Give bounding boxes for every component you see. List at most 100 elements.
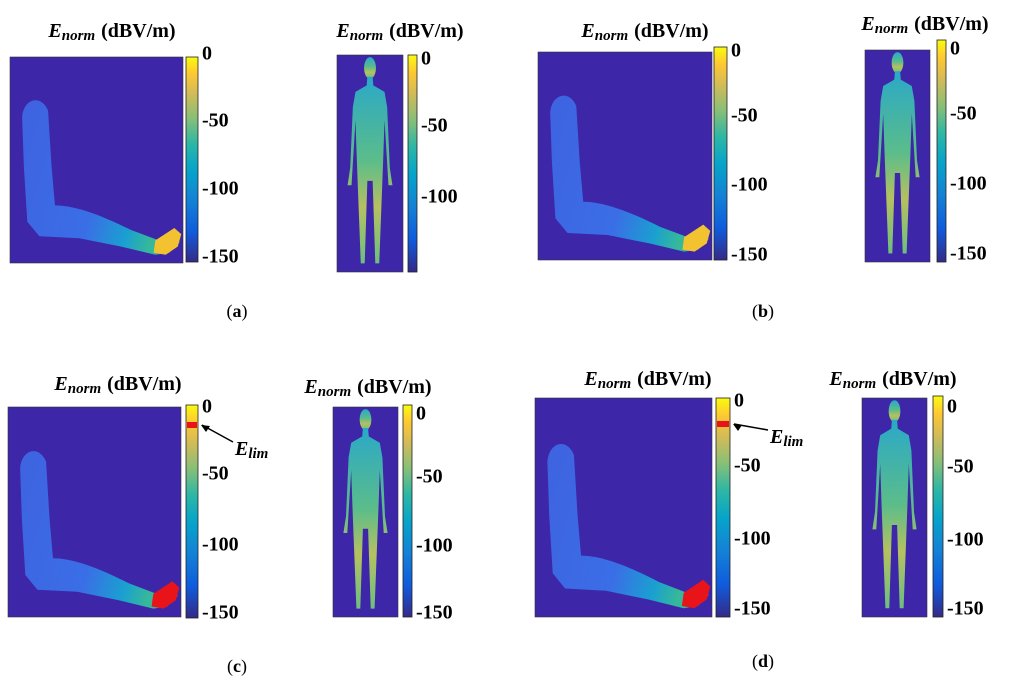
- colorbar-tick-label: -100: [202, 534, 239, 556]
- limit-symbol: E: [769, 426, 783, 448]
- colorbar-tick-label: -50: [416, 466, 443, 488]
- label-suffix: ): [768, 301, 774, 322]
- limit-symbol: E: [234, 438, 248, 460]
- panel-label: (c): [227, 656, 247, 677]
- body-model: [347, 57, 393, 264]
- colorbar-tick-label: -50: [731, 105, 758, 127]
- colorbar-tick-label: 0: [202, 396, 212, 418]
- title-subscript: norm: [598, 376, 631, 392]
- arrow-head: [733, 424, 742, 431]
- label-prefix: (: [227, 301, 233, 322]
- colorbar-tick-label: -100: [421, 186, 458, 208]
- label-suffix: ): [242, 301, 248, 322]
- colorbar: [715, 397, 731, 618]
- label-prefix: (: [227, 656, 233, 677]
- title-subscript: norm: [350, 28, 383, 44]
- panel-label: (a): [227, 301, 248, 322]
- body-shape: [875, 71, 920, 254]
- title-unit: (dBV/m): [357, 376, 431, 398]
- subfigure: Enorm (dBV/m) 0 -50 -100 -150 Elim: [7, 373, 268, 624]
- label-prefix: (: [752, 651, 758, 672]
- colorbar-tick-label: -50: [947, 456, 974, 478]
- label-letter: b: [758, 301, 768, 321]
- arm-shape: [550, 95, 709, 252]
- limit-subscript: lim: [783, 434, 803, 450]
- label-letter: c: [233, 656, 241, 676]
- title-subscript: norm: [68, 381, 101, 397]
- arm-model: [547, 443, 711, 609]
- colorbar-tick-label: -50: [202, 463, 229, 485]
- colorbar-tick-label: 0: [734, 390, 744, 412]
- title-subscript: norm: [595, 28, 628, 44]
- colorbar-tick-label: -50: [950, 103, 977, 125]
- colorbar-tick-label: 0: [202, 43, 212, 65]
- subfigure-title: Enorm (dBV/m): [580, 20, 708, 45]
- limit-label: Elim: [769, 426, 803, 451]
- subfigure-title: Enorm (dBV/m): [583, 368, 711, 393]
- colorbar-tick-label: 0: [950, 38, 960, 60]
- colorbar-tick-label: -100: [416, 535, 453, 557]
- hand-shape: [151, 581, 180, 609]
- title-symbol: E: [47, 20, 61, 42]
- colorbar-tick-label: -100: [202, 178, 239, 200]
- subfigure-title: Enorm (dBV/m): [303, 376, 431, 401]
- subfigure-title: Enorm (dBV/m): [47, 20, 175, 45]
- subfigure-title: Enorm (dBV/m): [860, 13, 988, 38]
- colorbar-tick-label: -150: [950, 243, 987, 265]
- colorbar-tick-label: -50: [421, 115, 448, 137]
- limit-label: Elim: [234, 438, 268, 463]
- label-suffix: ): [768, 651, 774, 672]
- subfigure-title: Enorm (dBV/m): [828, 368, 956, 393]
- title-unit: (dBV/m): [637, 368, 711, 390]
- subfigure: Enorm (dBV/m) 0 -50 -100 -150: [860, 13, 988, 265]
- colorbar: [936, 39, 947, 263]
- colorbar: [402, 404, 413, 618]
- hand-shape: [153, 227, 182, 255]
- body-shape: [872, 419, 917, 609]
- label-prefix: (: [752, 301, 758, 322]
- arm-model: [550, 95, 711, 252]
- panel-label: (b): [752, 301, 774, 322]
- colorbar-tick-label: -150: [416, 602, 453, 624]
- title-subscript: norm: [62, 28, 95, 44]
- title-unit: (dBV/m): [389, 20, 463, 42]
- colorbar: [932, 395, 944, 618]
- title-symbol: E: [860, 13, 874, 35]
- body-shape: [359, 409, 372, 431]
- colorbar-tick-label: 0: [947, 396, 957, 418]
- body-shape: [343, 428, 388, 609]
- subfigure: Enorm (dBV/m) 0 -50 -100 -150 Elim: [534, 368, 803, 620]
- body-model: [872, 400, 917, 609]
- title-symbol: E: [53, 373, 67, 395]
- title-subscript: norm: [318, 384, 351, 400]
- colorbar-tick-label: -100: [731, 174, 768, 196]
- subfigure: Enorm (dBV/m) 0 -50 -100 -150: [9, 20, 239, 268]
- colorbar-tick-label: -50: [734, 455, 761, 477]
- title-symbol: E: [828, 368, 842, 390]
- colorbar-tick-label: -150: [202, 602, 239, 624]
- body-shape: [891, 52, 904, 74]
- label-suffix: ): [241, 656, 247, 677]
- arm-shape: [547, 443, 709, 609]
- colorbar-tick-label: -100: [734, 528, 771, 550]
- colorbar: [185, 56, 199, 263]
- arrow-head: [201, 425, 210, 432]
- colorbar-tick-label: -50: [202, 110, 229, 132]
- colorbar-tick-label: -100: [950, 173, 987, 195]
- body-shape: [347, 76, 393, 264]
- colorbar-tick-label: 0: [421, 48, 431, 70]
- subfigure-title: Enorm (dBV/m): [53, 373, 181, 398]
- subfigure: Enorm (dBV/m) 0 -50 -100: [335, 20, 464, 273]
- colorbar-tick-label: -150: [947, 598, 984, 620]
- limit-marker: [187, 422, 197, 428]
- arm-shape: [20, 451, 178, 609]
- title-unit: (dBV/m): [107, 373, 181, 395]
- subfigure: Enorm (dBV/m) 0 -50 -100 -150: [537, 20, 768, 266]
- title-symbol: E: [583, 368, 597, 390]
- colorbar: [713, 46, 728, 261]
- title-symbol: E: [335, 20, 349, 42]
- colorbar-tick-label: 0: [731, 40, 741, 62]
- colorbar: [407, 54, 418, 273]
- colorbar-tick-label: -150: [734, 598, 771, 620]
